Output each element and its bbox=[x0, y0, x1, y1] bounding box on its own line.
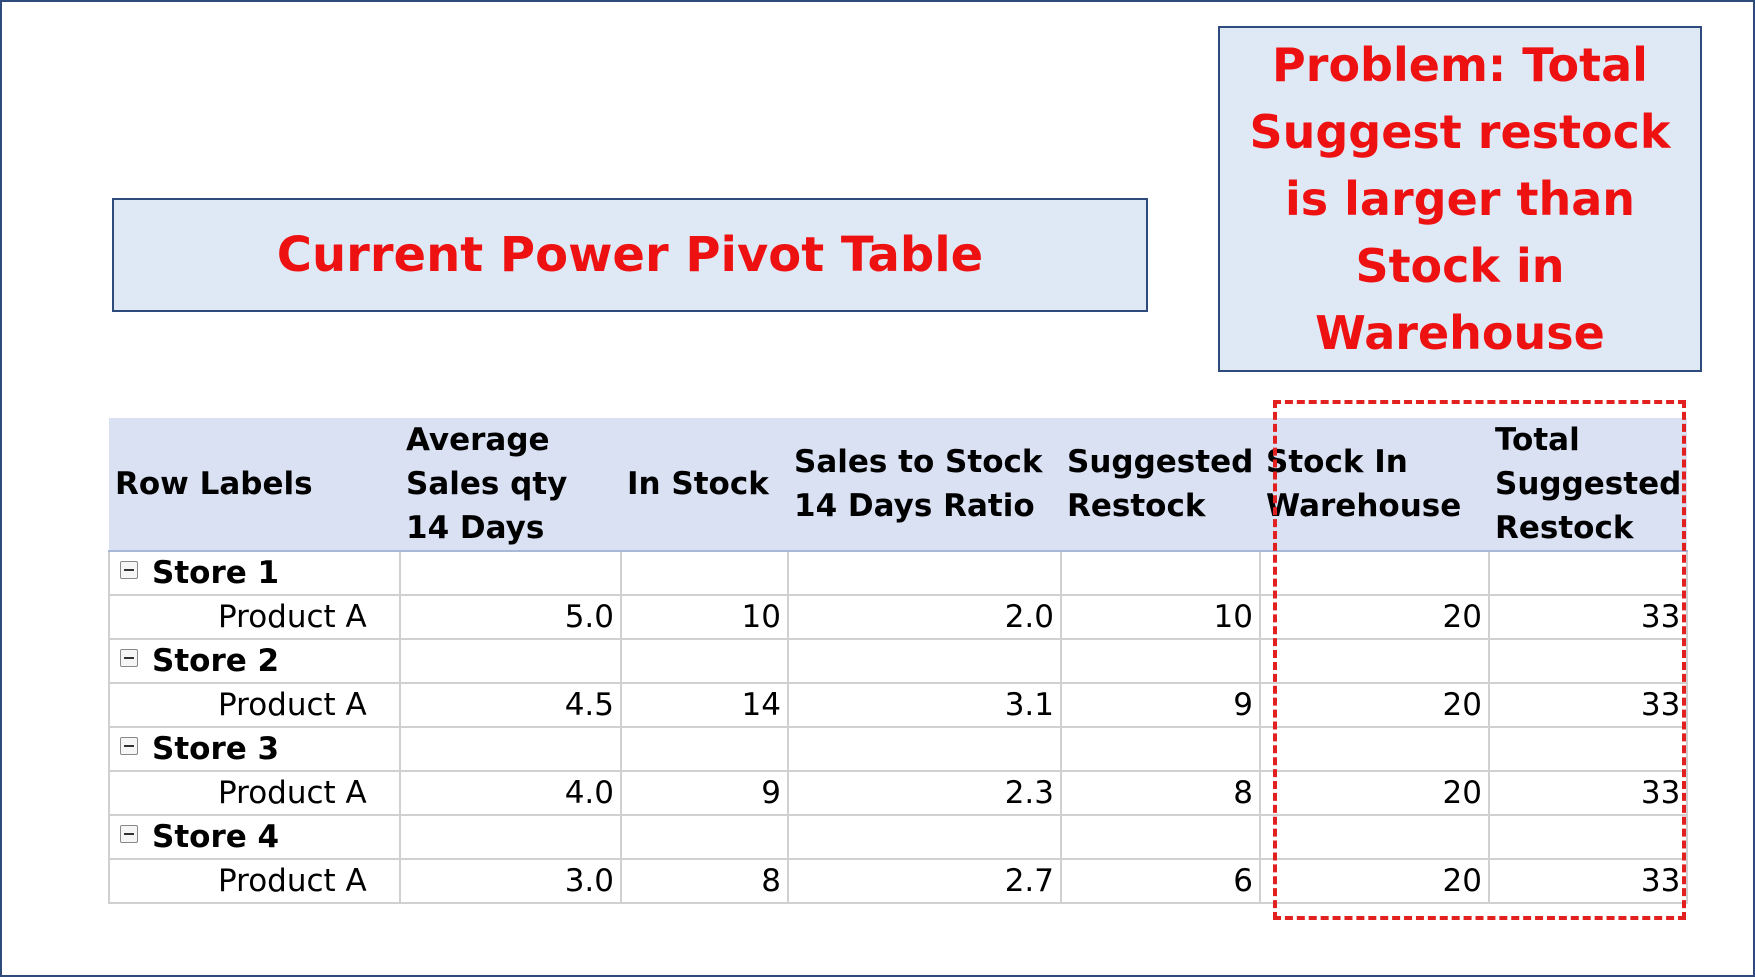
empty-cell[interactable] bbox=[620, 814, 789, 860]
store-name: Store 1 bbox=[152, 555, 280, 591]
empty-cell[interactable] bbox=[1060, 550, 1261, 596]
empty-cell[interactable] bbox=[1259, 550, 1490, 596]
store-group-row: Store 1 bbox=[108, 550, 1689, 596]
header-sales-to-stock-ratio[interactable]: Sales to Stock 14 Days Ratio bbox=[788, 418, 1061, 552]
store-name: Store 3 bbox=[152, 731, 280, 767]
store-name: Store 4 bbox=[152, 819, 280, 855]
empty-cell[interactable] bbox=[1487, 550, 1689, 596]
stock-in-warehouse-value[interactable]: 20 bbox=[1259, 594, 1490, 640]
suggested-restock-value[interactable]: 8 bbox=[1060, 770, 1261, 816]
ratio-value[interactable]: 2.7 bbox=[787, 858, 1062, 904]
avg-sales-value[interactable]: 3.0 bbox=[399, 858, 622, 904]
empty-cell[interactable] bbox=[399, 550, 622, 596]
product-row: Product A 3.0 8 2.7 6 20 33 bbox=[108, 858, 1689, 904]
collapse-minus-icon[interactable] bbox=[120, 737, 138, 755]
stock-in-warehouse-value[interactable]: 20 bbox=[1259, 858, 1490, 904]
store-name: Store 2 bbox=[152, 643, 280, 679]
in-stock-value[interactable]: 14 bbox=[620, 682, 789, 728]
product-name[interactable]: Product A bbox=[108, 770, 401, 816]
store-group-row: Store 2 bbox=[108, 638, 1689, 684]
problem-callout-text: Problem: Total Suggest restock is larger… bbox=[1249, 37, 1671, 360]
empty-cell[interactable] bbox=[1259, 638, 1490, 684]
header-total-suggested-restock[interactable]: Total Suggested Restock bbox=[1489, 418, 1688, 552]
pivot-table: Row Labels Average Sales qty 14 Days In … bbox=[108, 418, 1689, 904]
in-stock-value[interactable]: 10 bbox=[620, 594, 789, 640]
avg-sales-value[interactable]: 4.0 bbox=[399, 770, 622, 816]
product-name[interactable]: Product A bbox=[108, 682, 401, 728]
empty-cell[interactable] bbox=[1487, 726, 1689, 772]
empty-cell[interactable] bbox=[787, 638, 1062, 684]
store-group-cell[interactable]: Store 1 bbox=[108, 550, 401, 596]
total-suggested-restock-value[interactable]: 33 bbox=[1487, 682, 1689, 728]
empty-cell[interactable] bbox=[1259, 814, 1490, 860]
product-row: Product A 4.5 14 3.1 9 20 33 bbox=[108, 682, 1689, 728]
empty-cell[interactable] bbox=[787, 550, 1062, 596]
empty-cell[interactable] bbox=[787, 726, 1062, 772]
title-callout-text: Current Power Pivot Table bbox=[276, 227, 984, 283]
total-suggested-restock-value[interactable]: 33 bbox=[1487, 594, 1689, 640]
store-group-row: Store 4 bbox=[108, 814, 1689, 860]
product-row: Product A 5.0 10 2.0 10 20 33 bbox=[108, 594, 1689, 640]
header-suggested-restock[interactable]: Suggested Restock bbox=[1061, 418, 1260, 552]
suggested-restock-value[interactable]: 6 bbox=[1060, 858, 1261, 904]
store-group-cell[interactable]: Store 4 bbox=[108, 814, 401, 860]
collapse-minus-icon[interactable] bbox=[120, 649, 138, 667]
empty-cell[interactable] bbox=[620, 726, 789, 772]
product-row: Product A 4.0 9 2.3 8 20 33 bbox=[108, 770, 1689, 816]
header-in-stock[interactable]: In Stock bbox=[621, 418, 788, 552]
store-group-cell[interactable]: Store 2 bbox=[108, 638, 401, 684]
avg-sales-value[interactable]: 5.0 bbox=[399, 594, 622, 640]
empty-cell[interactable] bbox=[1487, 814, 1689, 860]
product-name[interactable]: Product A bbox=[108, 594, 401, 640]
in-stock-value[interactable]: 8 bbox=[620, 858, 789, 904]
ratio-value[interactable]: 2.3 bbox=[787, 770, 1062, 816]
collapse-minus-icon[interactable] bbox=[120, 561, 138, 579]
suggested-restock-value[interactable]: 9 bbox=[1060, 682, 1261, 728]
empty-cell[interactable] bbox=[1060, 726, 1261, 772]
title-callout: Current Power Pivot Table bbox=[112, 198, 1148, 312]
pivot-header-row: Row Labels Average Sales qty 14 Days In … bbox=[109, 418, 1688, 552]
empty-cell[interactable] bbox=[399, 814, 622, 860]
product-name[interactable]: Product A bbox=[108, 858, 401, 904]
store-group-row: Store 3 bbox=[108, 726, 1689, 772]
header-average-sales[interactable]: Average Sales qty 14 Days bbox=[400, 418, 621, 552]
empty-cell[interactable] bbox=[399, 726, 622, 772]
store-group-cell[interactable]: Store 3 bbox=[108, 726, 401, 772]
total-suggested-restock-value[interactable]: 33 bbox=[1487, 770, 1689, 816]
empty-cell[interactable] bbox=[1060, 814, 1261, 860]
empty-cell[interactable] bbox=[1487, 638, 1689, 684]
suggested-restock-value[interactable]: 10 bbox=[1060, 594, 1261, 640]
collapse-minus-icon[interactable] bbox=[120, 825, 138, 843]
empty-cell[interactable] bbox=[620, 638, 789, 684]
ratio-value[interactable]: 2.0 bbox=[787, 594, 1062, 640]
stock-in-warehouse-value[interactable]: 20 bbox=[1259, 770, 1490, 816]
header-row-labels[interactable]: Row Labels bbox=[109, 418, 400, 552]
total-suggested-restock-value[interactable]: 33 bbox=[1487, 858, 1689, 904]
header-stock-in-warehouse[interactable]: Stock In Warehouse bbox=[1260, 418, 1489, 552]
empty-cell[interactable] bbox=[620, 550, 789, 596]
stock-in-warehouse-value[interactable]: 20 bbox=[1259, 682, 1490, 728]
avg-sales-value[interactable]: 4.5 bbox=[399, 682, 622, 728]
problem-callout: Problem: Total Suggest restock is larger… bbox=[1218, 26, 1702, 372]
empty-cell[interactable] bbox=[1060, 638, 1261, 684]
empty-cell[interactable] bbox=[1259, 726, 1490, 772]
in-stock-value[interactable]: 9 bbox=[620, 770, 789, 816]
ratio-value[interactable]: 3.1 bbox=[787, 682, 1062, 728]
empty-cell[interactable] bbox=[399, 638, 622, 684]
empty-cell[interactable] bbox=[787, 814, 1062, 860]
